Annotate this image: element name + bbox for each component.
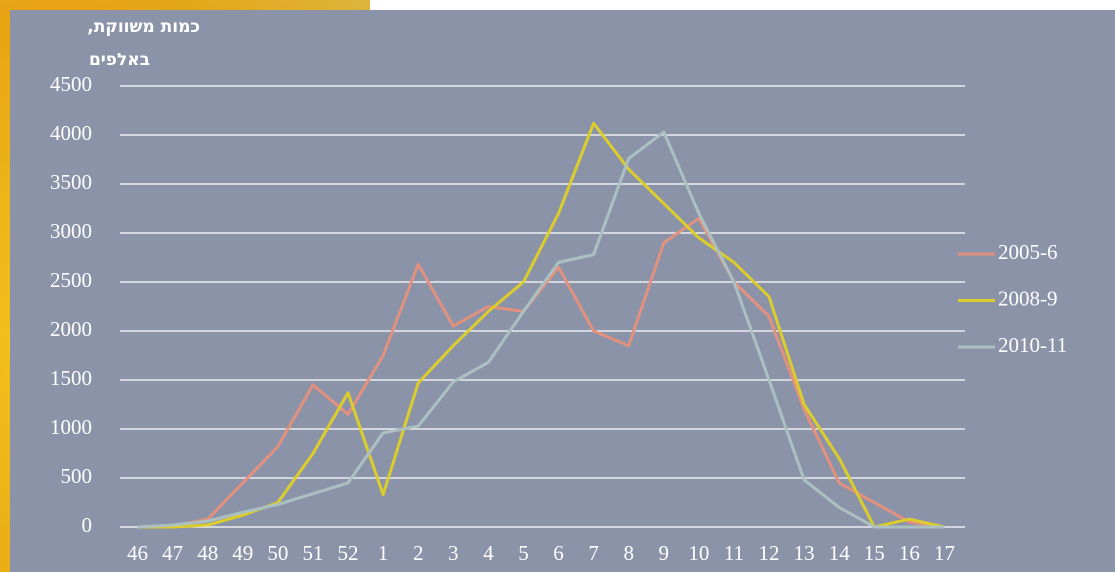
y-tick-label: 1000 [50, 415, 92, 439]
x-tick-label: 1 [378, 541, 389, 565]
x-tick-label: 16 [899, 541, 920, 565]
plot-background [10, 10, 1115, 572]
legend-label: 2008-9 [998, 286, 1058, 310]
x-tick-label: 10 [688, 541, 709, 565]
y-tick-label: 0 [82, 513, 93, 537]
x-tick-label: 46 [127, 541, 148, 565]
legend-label: 2005-6 [998, 240, 1058, 264]
y-tick-label: 2500 [50, 268, 92, 292]
x-tick-label: 9 [659, 541, 670, 565]
x-tick-label: 15 [864, 541, 885, 565]
x-tick-label: 2 [413, 541, 424, 565]
x-tick-label: 50 [267, 541, 288, 565]
y-tick-label: 500 [61, 464, 93, 488]
x-tick-label: 13 [794, 541, 815, 565]
data-line [137, 130, 945, 529]
y-tick-label: 2000 [50, 317, 92, 341]
x-tick-label: 8 [623, 541, 634, 565]
y-axis-label: כמות משווקת, [87, 17, 200, 37]
x-tick-label: 3 [448, 541, 459, 565]
x-tick-label: 12 [759, 541, 780, 565]
y-tick-label: 1500 [50, 366, 92, 390]
x-tick-label: 14 [829, 541, 851, 565]
y-axis-label: באלפים [89, 50, 150, 70]
x-tick-label: 5 [518, 541, 529, 565]
x-tick-label: 7 [588, 541, 599, 565]
x-tick-label: 51 [302, 541, 323, 565]
y-tick-label: 3000 [50, 219, 92, 243]
y-tick-label: 4000 [50, 121, 92, 145]
x-tick-label: 48 [197, 541, 218, 565]
y-tick-label: 4500 [50, 72, 92, 96]
top-strip [370, 0, 1115, 10]
x-tick-label: 47 [162, 541, 183, 565]
x-tick-label: 49 [232, 541, 253, 565]
x-tick-label: 6 [553, 541, 564, 565]
x-tick-label: 4 [483, 541, 494, 565]
x-tick-label: 17 [934, 541, 955, 565]
x-tick-label: 52 [338, 541, 359, 565]
y-tick-label: 3500 [50, 170, 92, 194]
x-tick-label: 11 [724, 541, 744, 565]
legend-label: 2010-11 [998, 333, 1067, 357]
